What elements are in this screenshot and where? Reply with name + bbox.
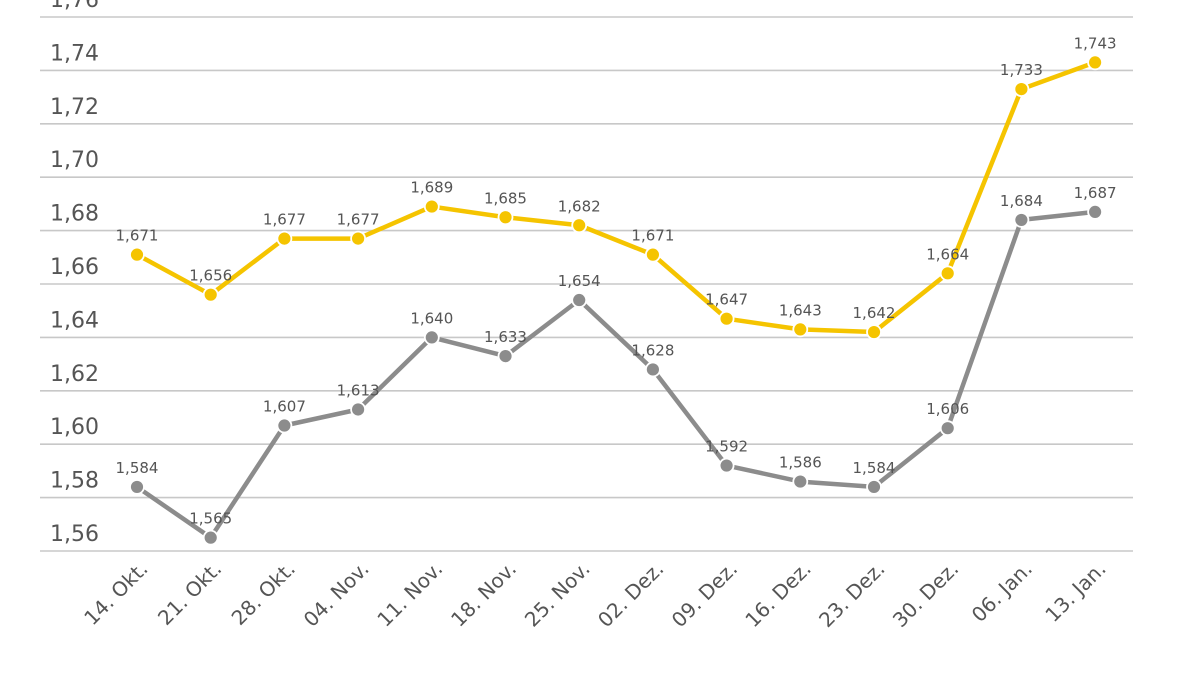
y-tick-label: 1,62: [50, 362, 99, 387]
x-tick-label: 13. Jan.: [1040, 557, 1110, 627]
y-tick-label: 1,70: [50, 148, 99, 173]
data-label: 1,586: [779, 454, 822, 472]
x-tick-label: 02. Dez.: [593, 557, 668, 632]
data-label: 1,647: [705, 291, 748, 309]
x-axis-ticks: 14. Okt. 21. Okt. 28. Okt.04. Nov.11. Nov.…: [79, 557, 1110, 632]
data-label: 1,642: [853, 304, 896, 322]
x-tick-label: 14. Okt.: [79, 557, 152, 630]
gray-series-point: [1013, 212, 1030, 228]
y-tick-label: 1,68: [50, 202, 99, 227]
data-label: 1,607: [263, 398, 306, 416]
x-tick-label: 04. Nov.: [299, 557, 374, 632]
data-label: 1,684: [1000, 192, 1043, 210]
y-tick-label: 1,58: [50, 469, 99, 494]
yellow-series-point: [645, 246, 661, 263]
x-tick-label: 18. Nov.: [446, 557, 521, 632]
data-label-layer: 1,671 1,656 1,677 1,677 1,689 1,685 1,682 1,671…: [116, 34, 1117, 527]
x-tick-label: 28. Okt.: [227, 557, 300, 630]
y-tick-label: 1,72: [50, 95, 99, 120]
gray-series-point: [350, 401, 367, 418]
x-tick-label: 09. Dez.: [667, 557, 742, 632]
gray-series-point: [571, 292, 588, 308]
data-label: 1,584: [853, 459, 896, 477]
yellow-series-point: [276, 230, 293, 247]
data-label: 1,685: [484, 189, 527, 207]
data-label: 1,592: [705, 438, 748, 456]
data-label: 1,640: [410, 309, 453, 327]
x-tick-label: 21. Okt.: [153, 557, 226, 630]
data-label: 1,633: [484, 328, 527, 346]
gray-series-point: [202, 529, 219, 546]
yellow-series-point: [350, 230, 367, 247]
data-label: 1,565: [189, 510, 232, 528]
yellow-series-point: [718, 310, 735, 327]
data-label: 1,743: [1074, 34, 1117, 52]
data-label: 1,613: [337, 381, 380, 399]
data-label: 1,671: [116, 227, 159, 245]
x-tick-label: 11. Nov.: [372, 557, 447, 632]
data-label: 1,584: [116, 459, 159, 477]
x-tick-label: 16. Dez.: [740, 557, 815, 632]
yellow-series-point: [1013, 81, 1030, 97]
y-tick-label: 1,74: [50, 41, 99, 66]
data-label: 1,687: [1074, 184, 1117, 202]
y-axis-ticks: 1,56 1,58 1,60 1,62 1,64 1,66 1,68 1,70 1,72 1,74…: [50, 0, 99, 547]
x-tick-label: 06. Jan.: [967, 557, 1037, 627]
data-label: 1,628: [631, 341, 674, 359]
y-tick-label: 1,66: [50, 255, 99, 280]
data-label: 1,654: [558, 272, 601, 290]
yellow-series-point: [792, 321, 809, 338]
x-tick-label: 25. Nov.: [520, 557, 595, 632]
x-tick-label: 30. Dez.: [888, 557, 963, 632]
gray-series-line: [134, 209, 1098, 540]
gray-series-point: [276, 417, 293, 434]
series-layer: [129, 54, 1103, 546]
gray-series-point: [497, 348, 514, 364]
data-label: 1,733: [1000, 61, 1043, 79]
y-tick-label: 1,60: [50, 415, 99, 440]
gray-series-point: [718, 457, 735, 474]
data-label: 1,677: [337, 211, 380, 229]
gray-series-point: [129, 479, 145, 495]
data-label: 1,664: [926, 245, 969, 263]
yellow-series-point: [939, 265, 956, 282]
data-label: 1,656: [189, 267, 232, 285]
gray-series-point: [792, 473, 809, 490]
yellow-series-line: [134, 60, 1098, 335]
gray-series-point: [866, 479, 882, 495]
yellow-series-point: [202, 286, 219, 303]
x-tick-label: 23. Dez.: [814, 557, 889, 632]
yellow-series-point: [497, 209, 514, 226]
data-label: 1,643: [779, 301, 822, 319]
yellow-series-point: [423, 198, 440, 215]
data-label: 1,671: [631, 227, 674, 245]
data-label: 1,682: [558, 197, 601, 215]
y-tick-label: 1,64: [50, 308, 99, 333]
data-label: 1,677: [263, 211, 306, 229]
y-tick-label: 1,76: [50, 0, 99, 13]
gray-series-point: [423, 329, 440, 346]
yellow-series-point: [571, 217, 588, 234]
gray-series-point: [1087, 204, 1103, 220]
yellow-series-point: [1087, 54, 1103, 71]
data-label: 1,689: [410, 179, 453, 197]
gray-series-point: [939, 420, 956, 437]
data-label: 1,606: [926, 400, 969, 418]
yellow-series-point: [866, 324, 882, 340]
yellow-series-point: [129, 246, 145, 263]
y-tick-label: 1,56: [50, 522, 99, 547]
gray-series-point: [645, 361, 661, 378]
